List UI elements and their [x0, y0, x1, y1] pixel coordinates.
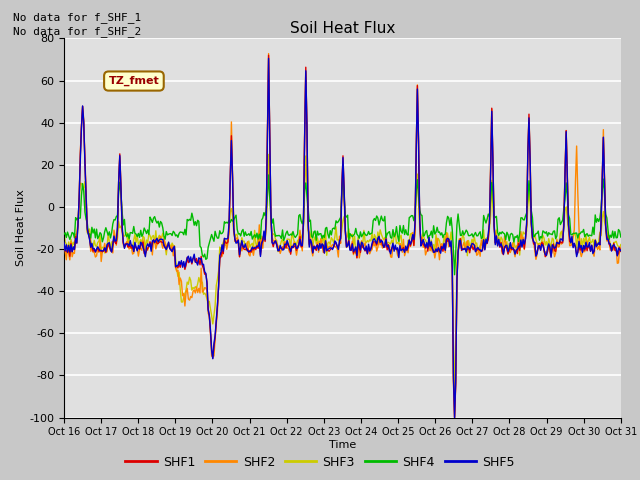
SHF1: [472, 249, 479, 254]
Text: TZ_fmet: TZ_fmet: [109, 76, 159, 86]
SHF4: [60, 231, 68, 237]
SHF1: [234, 238, 241, 243]
SHF2: [472, 242, 479, 248]
SHF1: [617, 248, 625, 254]
SHF4: [234, 227, 241, 232]
Line: SHF1: SHF1: [64, 55, 621, 418]
SHF2: [568, 241, 576, 247]
SHF2: [399, 237, 407, 242]
SHF1: [399, 245, 407, 251]
SHF5: [60, 240, 68, 245]
SHF3: [399, 241, 407, 247]
SHF4: [568, 232, 576, 238]
SHF5: [234, 240, 241, 246]
SHF1: [60, 241, 68, 247]
SHF2: [234, 235, 241, 240]
SHF1: [373, 242, 381, 248]
Text: No data for f_SHF_1: No data for f_SHF_1: [13, 12, 141, 23]
Line: SHF4: SHF4: [64, 175, 621, 275]
SHF2: [296, 228, 304, 233]
Legend: SHF1, SHF2, SHF3, SHF4, SHF5: SHF1, SHF2, SHF3, SHF4, SHF5: [120, 451, 520, 474]
SHF4: [399, 223, 407, 228]
SHF3: [296, 229, 304, 235]
SHF2: [617, 249, 625, 254]
SHF5: [568, 233, 576, 239]
SHF3: [234, 232, 241, 238]
Line: SHF2: SHF2: [64, 54, 621, 418]
SHF5: [472, 249, 479, 254]
SHF4: [373, 213, 381, 219]
SHF3: [617, 242, 625, 248]
SHF5: [399, 247, 407, 252]
SHF1: [296, 234, 304, 240]
SHF5: [617, 248, 625, 253]
SHF1: [265, 52, 273, 58]
SHF3: [472, 241, 479, 247]
SHF3: [60, 229, 68, 235]
Line: SHF5: SHF5: [64, 59, 621, 418]
SHF4: [617, 234, 625, 240]
SHF4: [451, 272, 458, 277]
SHF4: [472, 229, 479, 235]
SHF5: [296, 237, 304, 242]
SHF3: [265, 152, 273, 157]
SHF3: [568, 235, 576, 240]
Text: No data for f_SHF_2: No data for f_SHF_2: [13, 26, 141, 37]
X-axis label: Time: Time: [329, 440, 356, 450]
SHF2: [60, 243, 68, 249]
SHF1: [451, 415, 458, 420]
SHF5: [451, 415, 458, 420]
SHF3: [373, 242, 381, 248]
SHF1: [568, 237, 576, 242]
SHF4: [265, 172, 273, 178]
SHF2: [451, 415, 458, 420]
SHF2: [265, 51, 273, 57]
Title: Soil Heat Flux: Soil Heat Flux: [290, 21, 395, 36]
SHF3: [451, 396, 458, 402]
SHF4: [296, 212, 304, 217]
Line: SHF3: SHF3: [64, 155, 621, 399]
SHF5: [265, 56, 273, 61]
Y-axis label: Soil Heat Flux: Soil Heat Flux: [17, 190, 26, 266]
SHF5: [373, 241, 381, 247]
SHF2: [373, 248, 381, 254]
